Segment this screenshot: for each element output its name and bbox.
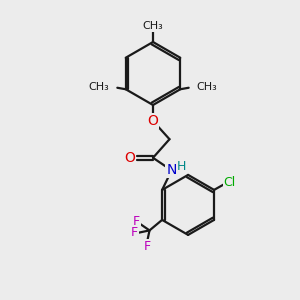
Text: N: N bbox=[167, 164, 177, 177]
Text: Cl: Cl bbox=[224, 176, 236, 189]
Text: H: H bbox=[176, 160, 186, 173]
Text: CH₃: CH₃ bbox=[197, 82, 218, 92]
Text: F: F bbox=[131, 226, 138, 239]
Text: O: O bbox=[148, 114, 158, 128]
Text: CH₃: CH₃ bbox=[88, 82, 109, 92]
Text: F: F bbox=[133, 215, 140, 228]
Text: O: O bbox=[124, 151, 135, 165]
Text: F: F bbox=[144, 240, 151, 253]
Text: CH₃: CH₃ bbox=[142, 21, 164, 32]
